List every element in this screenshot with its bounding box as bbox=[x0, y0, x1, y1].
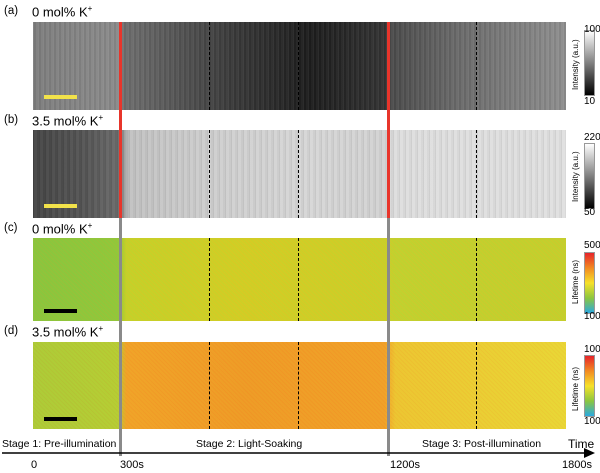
time-axis-label: Time bbox=[568, 437, 595, 451]
stage-boundary-1200s-intensity bbox=[387, 22, 390, 218]
dashed-guide-line bbox=[209, 342, 210, 429]
dashed-guide-line bbox=[476, 342, 477, 429]
panel-c-lifetime-image bbox=[33, 238, 566, 321]
panel-a-cb-max: 100 bbox=[584, 24, 600, 35]
panel-d-scale-bar bbox=[44, 417, 77, 421]
panel-d-title: 3.5 mol% K+ bbox=[32, 324, 104, 340]
dashed-guide-line bbox=[298, 22, 299, 110]
panel-b-intensity-image bbox=[33, 130, 566, 218]
panel-b-title: 3.5 mol% K+ bbox=[32, 113, 104, 129]
dashed-guide-line bbox=[298, 130, 299, 218]
time-tick-1200s: 1200s bbox=[390, 459, 420, 471]
panel-d-lifetime-image bbox=[33, 342, 566, 429]
panel-b-label: (b) bbox=[4, 114, 19, 126]
dashed-guide-line bbox=[298, 342, 299, 429]
time-axis-arrow bbox=[2, 448, 595, 458]
panel-c-title: 0 mol% K+ bbox=[32, 221, 93, 237]
panel-d-cb-max: 1000 bbox=[584, 344, 600, 355]
dashed-guide-line bbox=[476, 130, 477, 218]
panel-d-colorbar bbox=[584, 355, 595, 417]
panel-a-cb-label: Intensity (a.u.) bbox=[571, 39, 580, 90]
panel-a-cb-min: 10 bbox=[584, 96, 596, 107]
panel-a-label: (a) bbox=[4, 5, 19, 17]
panel-b-cb-min: 50 bbox=[584, 207, 596, 218]
time-tick-300s: 300s bbox=[120, 459, 144, 471]
panel-b-cb-max: 220 bbox=[584, 132, 600, 143]
dashed-guide-line bbox=[209, 22, 210, 110]
panel-b-colorbar bbox=[584, 143, 595, 209]
panel-c-label: (c) bbox=[4, 222, 18, 234]
panel-d-cb-min: 100 bbox=[584, 416, 600, 427]
panel-d-cb-label: Lifetime (ns) bbox=[571, 366, 580, 411]
stage-2-label: Stage 2: Light-Soaking bbox=[196, 438, 303, 450]
panel-c-colorbar bbox=[584, 252, 595, 314]
panel-b-scale-bar bbox=[44, 204, 77, 208]
panel-a-intensity-image bbox=[33, 22, 566, 110]
stage-boundary-300s-lifetime bbox=[119, 218, 122, 456]
panel-c-cb-label: Lifetime (ns) bbox=[571, 259, 580, 304]
stage-3-label: Stage 3: Post-illumination bbox=[422, 438, 542, 450]
panel-b-cb-label: Intensity (a.u.) bbox=[571, 151, 580, 202]
stage-1-label: Stage 1: Pre-illumination bbox=[2, 438, 117, 450]
panel-c-cb-min: 100 bbox=[584, 311, 600, 322]
time-tick-0: 0 bbox=[31, 459, 38, 471]
panel-c-cb-max: 500 bbox=[584, 240, 600, 251]
dashed-guide-line bbox=[476, 238, 477, 321]
dashed-guide-line bbox=[298, 238, 299, 321]
dashed-guide-line bbox=[476, 22, 477, 110]
stage-boundary-1200s-lifetime bbox=[387, 218, 390, 456]
time-tick-1800s: 1800s bbox=[562, 459, 592, 471]
panel-a-title: 0 mol% K+ bbox=[32, 4, 93, 20]
stage-boundary-300s-intensity bbox=[119, 22, 122, 218]
panel-c-scale-bar bbox=[44, 309, 77, 313]
panel-a-colorbar bbox=[584, 30, 595, 96]
dashed-guide-line bbox=[209, 130, 210, 218]
panel-d-label: (d) bbox=[4, 325, 19, 337]
panel-a-scale-bar bbox=[44, 95, 77, 99]
dashed-guide-line bbox=[209, 238, 210, 321]
